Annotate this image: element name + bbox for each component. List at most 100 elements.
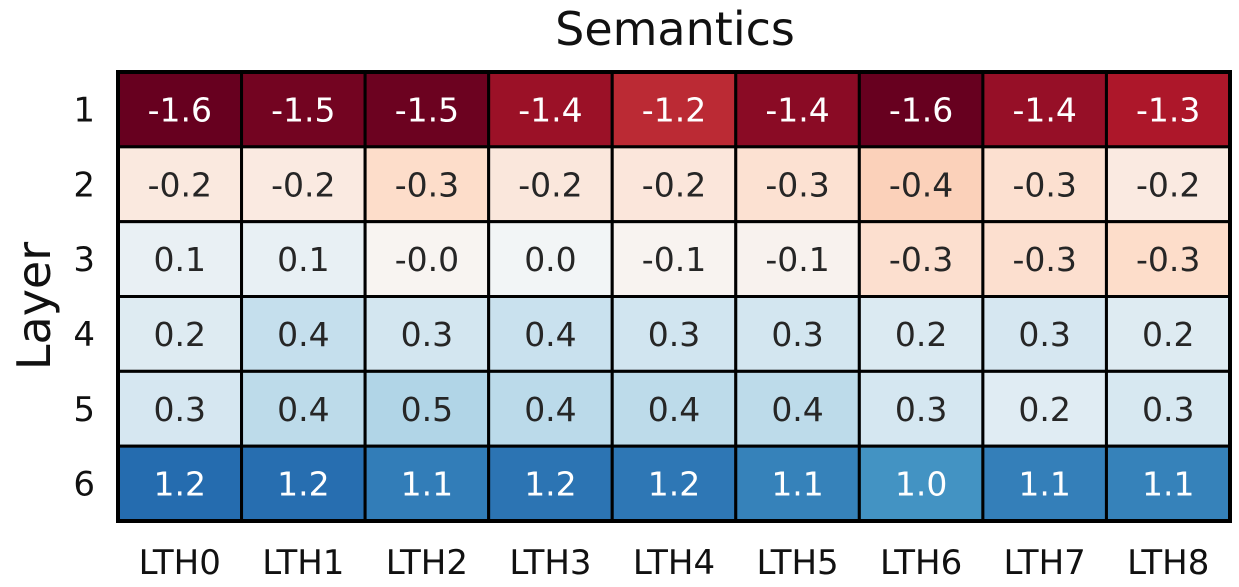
cell-value-label: 1.1: [1018, 465, 1070, 504]
y-tick-label: 4: [73, 315, 95, 355]
x-tick-label: LTH4: [633, 543, 715, 583]
cell-value-label: 0.2: [154, 315, 206, 354]
heatmap-cells: [116, 70, 1232, 523]
cell-value-label: -1.4: [1012, 90, 1076, 129]
y-axis-label: Layer: [7, 242, 61, 370]
x-tick-label: LTH2: [386, 543, 468, 583]
cell-value-label: -1.6: [889, 90, 953, 129]
y-tick-label: 1: [73, 90, 95, 130]
heatmap-cell: [1104, 369, 1232, 448]
plot-frame: [116, 70, 1232, 523]
heatmap-cell: [116, 444, 244, 523]
heatmap-cell-labels: -1.6 -1.5 -1.5 -1.4 -1.2 -1.4 -1.6 -1.4 -1.3 -0.2…: [148, 90, 1201, 503]
y-tick-labels: 1 2 3 4 5 6: [73, 90, 95, 504]
cell-value-label: 0.3: [1018, 315, 1070, 354]
cell-value-label: 1.1: [401, 465, 453, 504]
cell-value-label: 0.4: [277, 390, 329, 429]
cell-value-label: -0.3: [765, 165, 829, 204]
cell-value-label: 0.4: [771, 390, 823, 429]
cell-value-label: -0.2: [271, 165, 335, 204]
cell-value-label: 0.4: [277, 315, 329, 354]
x-tick-label: LTH3: [509, 543, 591, 583]
cell-value-label: -1.5: [395, 90, 459, 129]
cell-value-label: -1.6: [148, 90, 212, 129]
cell-value-label: 0.2: [895, 315, 947, 354]
cell-value-label: -0.3: [1012, 165, 1076, 204]
cell-value-label: -0.1: [642, 240, 706, 279]
cell-value-label: -1.4: [765, 90, 829, 129]
cell-value-label: 0.4: [648, 390, 700, 429]
cell-value-label: 1.1: [771, 465, 823, 504]
cell-value-label: 0.1: [277, 240, 329, 279]
heatmap-cell: [116, 369, 244, 448]
cell-value-label: -1.2: [642, 90, 706, 129]
cell-value-label: 0.2: [1142, 315, 1194, 354]
heatmap-cell: [610, 220, 738, 299]
cell-value-label: -0.4: [889, 165, 953, 204]
heatmap-cell: [734, 369, 861, 448]
cell-value-label: -1.4: [518, 90, 582, 129]
cell-value-label: 0.4: [524, 390, 576, 429]
heatmap-cell: [981, 70, 1108, 149]
cell-value-label: -0.3: [889, 240, 953, 279]
cell-value-label: 1.1: [1142, 465, 1194, 504]
heatmap-cell: [1104, 444, 1232, 523]
cell-value-label: -0.2: [642, 165, 706, 204]
heatmap-cell: [734, 444, 861, 523]
x-tick-label: LTH0: [139, 543, 221, 583]
cell-value-label: -0.2: [518, 165, 582, 204]
heatmap-cell: [610, 145, 738, 224]
cell-value-label: 0.1: [154, 240, 206, 279]
cell-value-label: -0.3: [395, 165, 459, 204]
x-tick-label: LTH7: [1004, 543, 1086, 583]
heatmap-cell: [363, 220, 491, 299]
cell-value-label: -0.2: [1136, 165, 1200, 204]
x-tick-label: LTH5: [756, 543, 838, 583]
cell-value-label: 0.3: [895, 390, 947, 429]
heatmap-cell: [240, 295, 367, 373]
heatmap-cell: [981, 444, 1108, 523]
heatmap-cell: [610, 444, 738, 523]
cell-value-label: 1.0: [895, 465, 947, 504]
x-tick-labels: LTH0 LTH1 LTH2 LTH3 LTH4 LTH5 LTH6 LTH7 LTH8: [139, 543, 1210, 583]
heatmap-cell: [363, 444, 491, 523]
cell-value-label: 1.2: [524, 465, 576, 504]
heatmap-cell: [240, 220, 367, 299]
chart-title: Semantics: [555, 2, 795, 56]
y-tick-label: 3: [73, 240, 95, 280]
cell-value-label: -1.3: [1136, 90, 1200, 129]
cell-value-label: 0.3: [771, 315, 823, 354]
cell-value-label: -0.3: [1136, 240, 1200, 279]
heatmap-cell: [981, 145, 1108, 224]
x-tick-label: LTH6: [880, 543, 962, 583]
y-tick-label: 6: [73, 465, 95, 505]
heatmap-cell: [240, 70, 367, 149]
cell-value-label: -0.3: [1012, 240, 1076, 279]
heatmap-cell: [116, 220, 244, 299]
heatmap-cell: [1104, 295, 1232, 373]
heatmap-cell: [857, 145, 985, 224]
cell-value-label: 1.2: [648, 465, 700, 504]
cell-value-label: 0.0: [524, 240, 576, 279]
cell-value-label: 0.2: [1018, 390, 1070, 429]
cell-value-label: -0.0: [395, 240, 459, 279]
y-tick-label: 2: [73, 165, 95, 205]
x-tick-label: LTH8: [1127, 543, 1209, 583]
cell-value-label: -0.1: [765, 240, 829, 279]
cell-value-label: -1.5: [271, 90, 335, 129]
heatmap-cell: [487, 295, 614, 373]
heatmap-cell: [1104, 220, 1232, 299]
heatmap-cell: [487, 220, 614, 299]
cell-value-label: -0.2: [148, 165, 212, 204]
x-tick-label: LTH1: [262, 543, 344, 583]
cell-value-label: 0.3: [648, 315, 700, 354]
cell-value-label: 0.4: [524, 315, 576, 354]
cell-value-label: 0.3: [401, 315, 453, 354]
heatmap-cell: [240, 444, 367, 523]
cell-value-label: 0.3: [1142, 390, 1194, 429]
cell-value-label: 1.2: [154, 465, 206, 504]
cell-value-label: 0.5: [401, 390, 453, 429]
heatmap-cell: [363, 145, 491, 224]
heatmap-cell: [487, 444, 614, 523]
